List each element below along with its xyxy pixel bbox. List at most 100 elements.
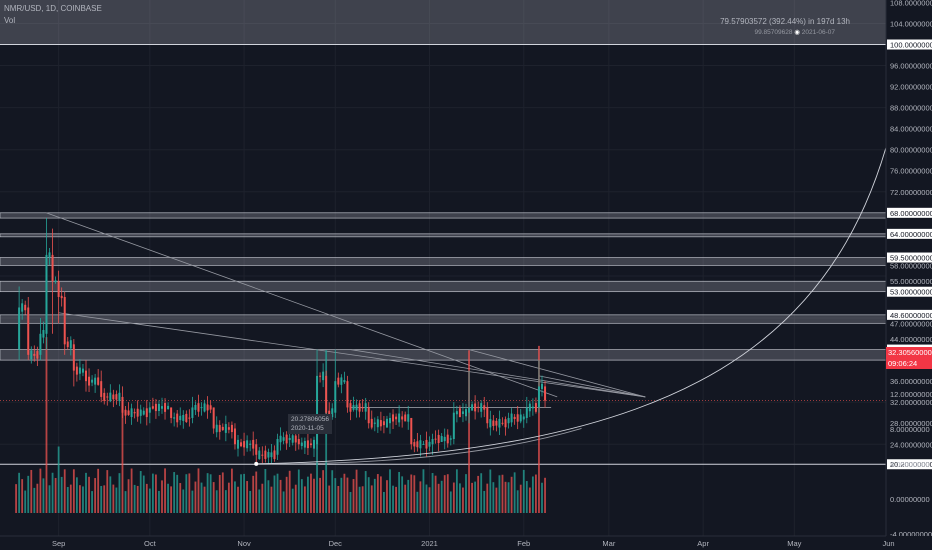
volume-bar (85, 472, 87, 513)
candle-body (164, 403, 167, 412)
price-tick-label: 48.60000000 (890, 311, 932, 320)
volume-bar (373, 478, 376, 513)
volume-bar (428, 487, 431, 513)
candle-body (471, 404, 474, 411)
candle-body (544, 386, 547, 401)
candle-body (407, 414, 410, 422)
volume-bar (100, 485, 103, 513)
volume-bar (218, 474, 221, 513)
triangle-upper (538, 375, 646, 398)
candle-body (48, 252, 51, 258)
candle-body (361, 407, 364, 409)
candle-body (443, 436, 446, 442)
candle-body (507, 417, 510, 424)
volume-bar (334, 478, 337, 513)
volume-bar (246, 481, 249, 513)
volume-bar (15, 484, 17, 513)
price-tag-bg (887, 228, 932, 239)
volume-bar (270, 486, 273, 513)
candle-body (215, 424, 218, 433)
volume-bar (322, 470, 325, 513)
candle-body (127, 410, 130, 415)
price-tick-label: 96.00000000 (890, 62, 932, 71)
projection-curve (256, 45, 908, 465)
volume-bar (255, 471, 258, 513)
candle-body (170, 407, 173, 418)
volume-bar (60, 476, 63, 513)
low-price: 20.27806056 (291, 416, 329, 423)
candle-body (72, 344, 75, 371)
price-tick-label: 80.00000000 (890, 146, 932, 155)
candle-body (246, 440, 249, 449)
volume-bar (179, 483, 182, 513)
volume-bar (94, 478, 97, 513)
candle-body (182, 414, 185, 421)
candle-body (212, 407, 215, 429)
candle-body (233, 428, 236, 445)
volume-bar (282, 491, 285, 513)
time-axis[interactable]: SepOctNovDec2021FebMarAprMayJunJul (0, 535, 932, 550)
candle-body (188, 417, 191, 419)
price-tag-bg (887, 459, 932, 470)
price-tick-label: 88.00000000 (890, 104, 932, 113)
candle-body (501, 422, 504, 424)
candle-body (455, 411, 458, 415)
resistance-zone (0, 212, 887, 219)
volume-bar (276, 473, 279, 513)
volume-bar (136, 485, 139, 513)
volume-bar (82, 486, 84, 513)
symbol-title[interactable]: NMR/USD, 1D, COINBASE (4, 4, 102, 13)
candle-body (300, 442, 303, 446)
resistance-zone (0, 314, 887, 324)
price-tick-label: 64.00000000 (890, 230, 932, 239)
candle-body (382, 421, 385, 426)
volume-bar (234, 481, 236, 513)
candle-body (313, 439, 315, 449)
candle-body (370, 418, 373, 428)
candle-body (401, 416, 404, 420)
time-tick-label: Apr (697, 539, 709, 548)
volume-bar (227, 482, 230, 513)
volume-label[interactable]: Vol (4, 16, 16, 25)
price-axis[interactable]: 108.0000000 104.00000000 100.00000000 96.00… (885, 0, 932, 539)
target-point-label: 99.85709628 ◉ 2021-06-07 (754, 28, 835, 36)
volume-bar (203, 486, 206, 513)
volume-bar (495, 487, 498, 513)
time-tick-label: Dec (329, 539, 343, 548)
volume-bar (291, 488, 294, 513)
volume-bar (167, 483, 169, 513)
candle-body (316, 375, 319, 445)
candle-body (419, 440, 422, 449)
volume-bar (72, 469, 75, 513)
volume-bar (21, 479, 24, 513)
candle-body (261, 454, 264, 456)
chart-grid (0, 0, 890, 536)
candle-body (194, 405, 197, 410)
volume-bar (419, 481, 422, 513)
volume-bar (416, 491, 419, 513)
volume-bar (27, 475, 30, 513)
volume-bar (173, 472, 176, 513)
time-tick-label: Sep (52, 539, 65, 548)
volume-bars (15, 337, 546, 513)
candle-body (243, 441, 246, 448)
candle-body (416, 441, 419, 448)
candle-body (39, 333, 42, 355)
candle-body (297, 439, 300, 445)
volume-bar (507, 482, 510, 513)
volume-bar (109, 476, 112, 513)
target-point-marker-icon: ◉ (794, 29, 800, 36)
volume-bar (164, 468, 166, 513)
price-tick-label: 24.00000000 (890, 440, 932, 449)
resistance-zone (0, 257, 887, 266)
volume-bar (133, 484, 136, 513)
volume-bar (148, 488, 151, 513)
candle-body (291, 435, 294, 443)
volume-bar (285, 476, 288, 513)
candle-body (103, 392, 106, 401)
volume-bar (249, 490, 252, 513)
resistance-zone (0, 280, 887, 293)
price-tick-label: 104.00000000 (890, 19, 932, 28)
trendline-drawings (46, 212, 646, 465)
